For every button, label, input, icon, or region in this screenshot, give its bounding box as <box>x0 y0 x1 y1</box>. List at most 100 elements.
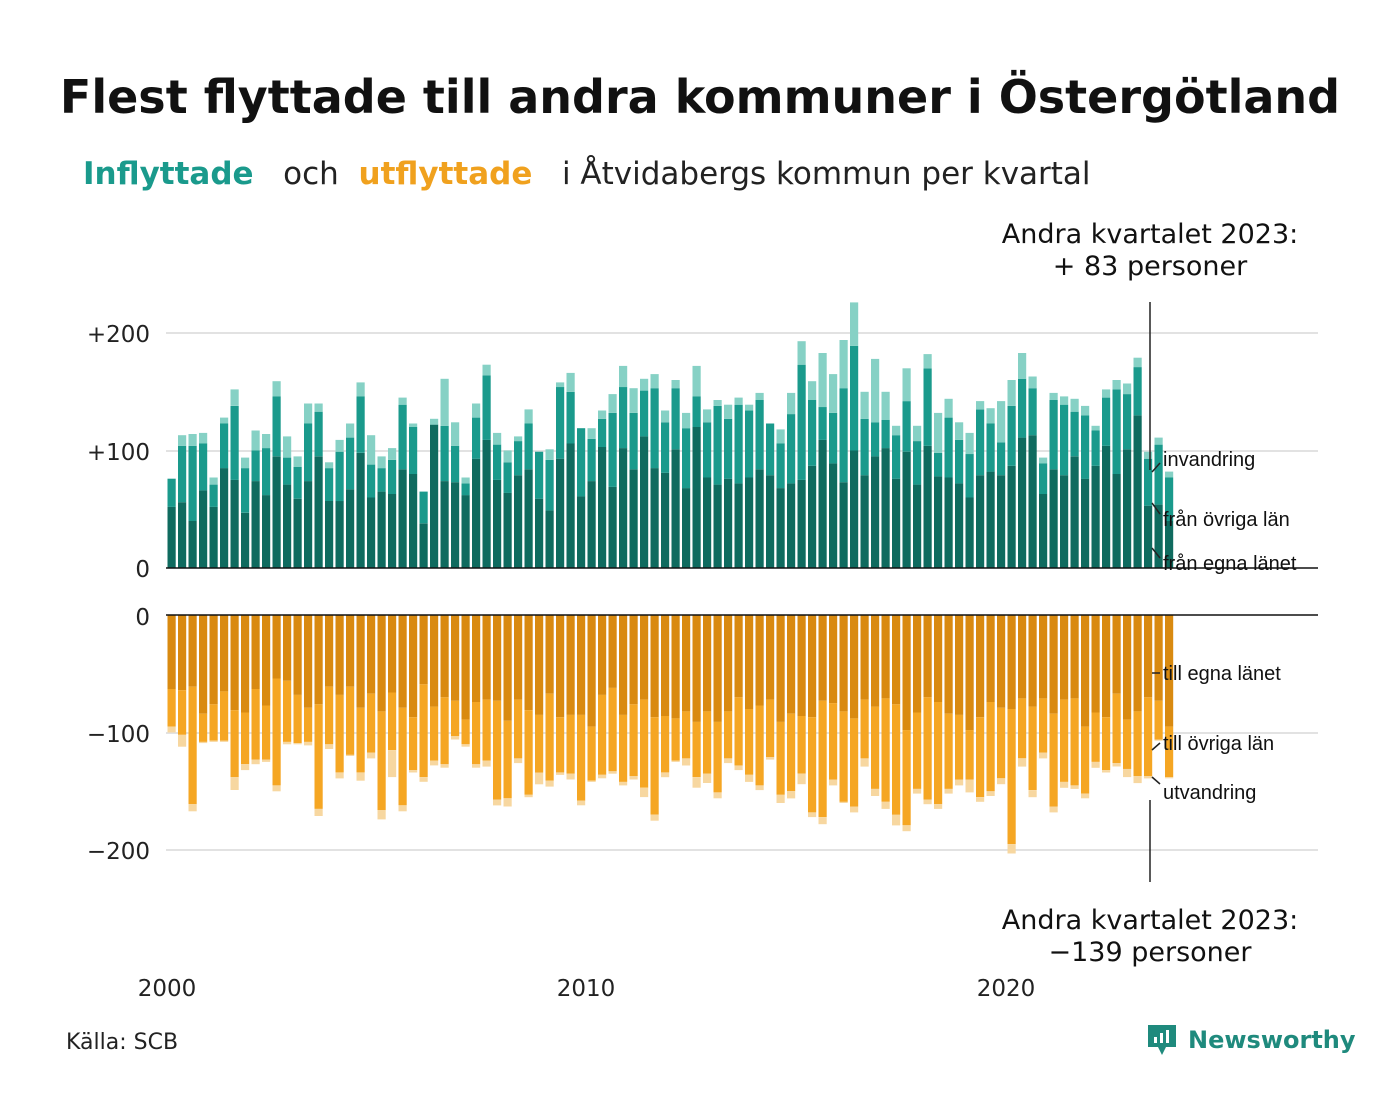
bar-upper-invandring-47 <box>661 410 670 423</box>
bar-lower-utvandring-76 <box>965 779 974 793</box>
bar-upper-invandring-48 <box>671 380 680 389</box>
bar-upper-ovriga-53 <box>724 418 733 479</box>
bar-upper-egna-65 <box>850 450 859 568</box>
bar-lower-egna-94 <box>1154 615 1163 701</box>
bar-upper-invandring-19 <box>367 435 376 465</box>
bar-upper-egna-31 <box>493 479 502 568</box>
bar-lower-ovriga-58 <box>776 721 785 795</box>
bar-upper-ovriga-81 <box>1018 378 1027 438</box>
bar-upper-invandring-14 <box>314 403 323 412</box>
bar-lower-utvandring-56 <box>755 785 764 791</box>
bar-upper-egna-14 <box>314 456 323 568</box>
bar-upper-egna-57 <box>766 475 775 568</box>
bar-upper-egna-24 <box>419 523 428 568</box>
bar-upper-egna-49 <box>682 488 691 568</box>
bar-upper-egna-0 <box>167 506 176 568</box>
bar-upper-ovriga-64 <box>839 388 848 483</box>
bar-lower-utvandring-33 <box>514 758 523 764</box>
label-fran-egna-lanet: från egna länet <box>1163 553 1297 575</box>
bar-upper-ovriga-71 <box>913 441 922 485</box>
bar-upper-ovriga-55 <box>745 410 754 478</box>
bar-lower-ovriga-70 <box>902 730 911 826</box>
bar-lower-egna-77 <box>976 615 985 718</box>
bar-upper-egna-42 <box>608 486 617 568</box>
bar-upper-invandring-45 <box>640 378 649 391</box>
bar-lower-ovriga-94 <box>1154 700 1163 740</box>
bar-upper-invandring-31 <box>493 432 502 445</box>
bar-lower-egna-95 <box>1165 615 1174 727</box>
bar-upper-egna-79 <box>997 475 1006 568</box>
bar-upper-invandring-72 <box>923 354 932 369</box>
bar-lower-egna-73 <box>934 615 943 702</box>
bar-upper-invandring-60 <box>797 341 806 365</box>
bar-upper-ovriga-80 <box>1007 405 1016 466</box>
bar-lower-egna-50 <box>692 615 701 722</box>
bar-lower-utvandring-23 <box>409 770 418 773</box>
bar-lower-utvandring-1 <box>178 734 187 747</box>
bar-upper-ovriga-2 <box>188 445 197 521</box>
bar-lower-egna-70 <box>902 615 911 731</box>
bar-lower-ovriga-60 <box>797 716 806 774</box>
bar-lower-utvandring-14 <box>314 808 323 816</box>
bar-lower-utvandring-72 <box>923 799 932 805</box>
bar-upper-invandring-89 <box>1102 389 1111 398</box>
bar-lower-ovriga-0 <box>167 689 176 727</box>
label-fran-ovriga-lan: från övriga län <box>1163 509 1290 531</box>
bar-lower-ovriga-15 <box>325 686 334 745</box>
bar-upper-egna-85 <box>1060 475 1069 568</box>
bar-lower-ovriga-69 <box>892 704 901 815</box>
bar-upper-invandring-43 <box>619 365 628 388</box>
bar-upper-invandring-27 <box>451 422 460 446</box>
bar-upper-ovriga-29 <box>472 417 481 459</box>
subtitle-rest: i Åtvidabergs kommun per kvartal <box>561 156 1091 192</box>
bar-lower-ovriga-93 <box>1144 697 1153 776</box>
bar-lower-ovriga-77 <box>976 717 985 798</box>
bar-lower-utvandring-28 <box>461 744 470 747</box>
bar-upper-ovriga-86 <box>1070 411 1079 457</box>
bar-upper-invandring-32 <box>503 450 512 463</box>
bar-upper-invandring-83 <box>1039 457 1048 464</box>
bar-upper-ovriga-62 <box>818 407 827 440</box>
bar-upper-ovriga-35 <box>535 451 544 499</box>
bar-upper-egna-72 <box>923 445 932 568</box>
bar-upper-invandring-10 <box>272 381 281 397</box>
bar-upper-egna-26 <box>440 481 449 569</box>
bar-upper-invandring-25 <box>430 418 439 425</box>
bar-upper-egna-27 <box>451 482 460 568</box>
bar-lower-egna-13 <box>304 615 313 708</box>
bar-lower-ovriga-83 <box>1039 698 1048 753</box>
source-note: Källa: SCB <box>66 1030 179 1055</box>
bar-lower-utvandring-4 <box>209 740 218 742</box>
leader-fran-egna-lanet <box>1151 547 1161 559</box>
bar-upper-invandring-26 <box>440 378 449 426</box>
bar-upper-invandring-80 <box>1007 380 1016 406</box>
bar-lower-egna-31 <box>493 615 502 701</box>
bar-lower-egna-49 <box>682 615 691 712</box>
bar-upper-egna-44 <box>629 469 638 568</box>
bar-upper-egna-19 <box>367 497 376 568</box>
bar-lower-egna-5 <box>220 615 229 692</box>
bar-upper-invandring-22 <box>398 397 407 405</box>
bar-upper-ovriga-42 <box>608 412 617 487</box>
bar-lower-egna-19 <box>367 615 376 694</box>
bar-lower-egna-24 <box>419 615 428 685</box>
bar-lower-utvandring-45 <box>640 787 649 798</box>
bar-lower-utvandring-20 <box>377 810 386 820</box>
bar-upper-egna-38 <box>566 443 575 568</box>
bar-lower-utvandring-37 <box>556 772 565 775</box>
bar-upper-ovriga-77 <box>976 409 985 476</box>
bar-lower-ovriga-13 <box>304 707 313 742</box>
bar-upper-invandring-53 <box>724 404 733 419</box>
bar-upper-ovriga-61 <box>808 400 817 466</box>
bar-upper-egna-58 <box>776 488 785 568</box>
bar-lower-utvandring-73 <box>934 804 943 809</box>
bar-lower-egna-54 <box>734 615 743 698</box>
bar-upper-egna-92 <box>1133 415 1142 569</box>
bar-lower-utvandring-41 <box>598 774 607 779</box>
bar-lower-ovriga-55 <box>745 709 754 775</box>
bar-upper-invandring-95 <box>1165 471 1174 478</box>
bar-upper-ovriga-87 <box>1081 415 1090 479</box>
bar-upper-ovriga-6 <box>230 405 239 480</box>
bar-upper-egna-93 <box>1144 505 1153 568</box>
bar-upper-ovriga-75 <box>955 439 964 484</box>
